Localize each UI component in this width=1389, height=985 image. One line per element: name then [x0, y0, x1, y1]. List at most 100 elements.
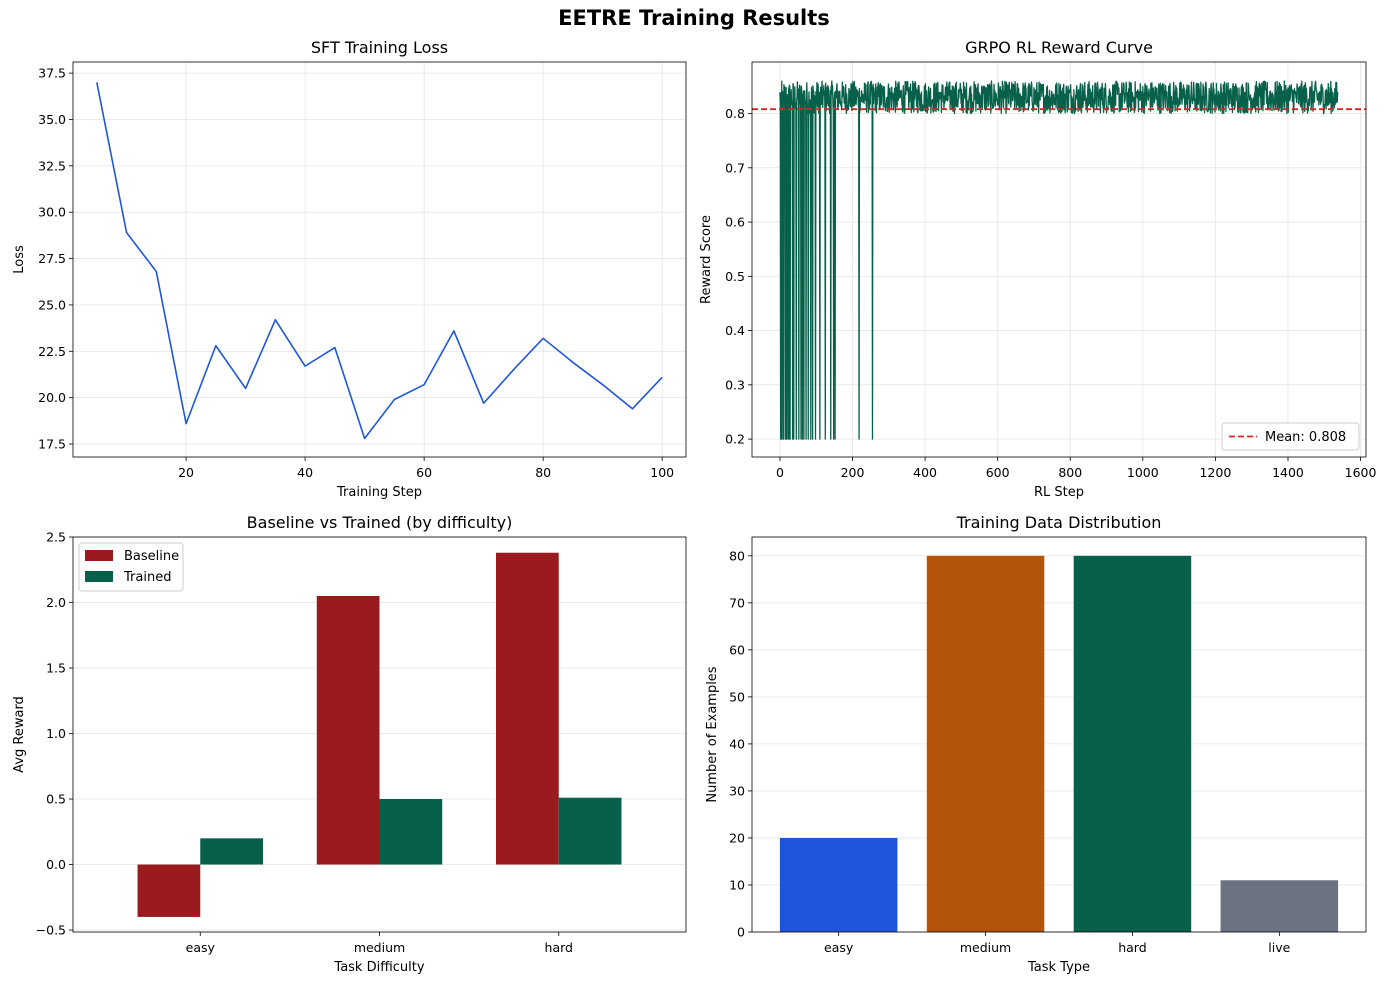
chart-distribution: 0 10 20 30 40 50 60 70 80 easy medium hard live Train… [705, 513, 1367, 975]
y-axis-label: Avg Reward [12, 696, 27, 773]
y-tick-label: 80 [729, 548, 745, 563]
legend-label: Mean: 0.808 [1265, 430, 1346, 445]
x-tick-label: medium [960, 940, 1011, 955]
y-axis-label: Loss [12, 245, 27, 274]
y-tick-label: 0.6 [725, 215, 745, 230]
bar-baseline-medium [316, 595, 380, 865]
y-tick-label: 60 [729, 642, 745, 657]
x-tick-label: 400 [913, 465, 937, 480]
bar-baseline-hard [496, 552, 559, 865]
reward-line [779, 80, 1339, 440]
bar-trained-easy [200, 838, 263, 865]
y-tick-label: 2.5 [46, 530, 66, 545]
x-tick-label: 600 [986, 465, 1010, 480]
axes-frame [72, 536, 687, 933]
y-tick-label: 20 [729, 830, 745, 845]
y-tick-label: 25.0 [38, 297, 66, 312]
plot-area [137, 552, 622, 917]
chart-baseline_vs_trained: −0.5 0.0 0.5 1.0 1.5 2.0 2.5 easy medium hard Base… [12, 513, 687, 975]
y-tick-label: 22.5 [38, 344, 66, 359]
x-tick-label: 1200 [1199, 465, 1231, 480]
y-tick-label: 0.8 [725, 106, 745, 121]
x-axis-label: Task Difficulty [333, 960, 424, 975]
x-tick-label: 20 [178, 465, 194, 480]
bar-baseline-easy [137, 864, 201, 917]
y-tick-label: 0.7 [725, 160, 745, 175]
y-tick-label: 40 [729, 736, 745, 751]
y-tick-label: 30.0 [38, 205, 66, 220]
chart-sft: 17.5 20.0 22.5 25.0 27.5 30.0 32.5 35.0 37.5 20 40… [12, 38, 687, 500]
y-tick-label: 1.0 [46, 726, 66, 741]
chart-title: Training Data Distribution [956, 513, 1162, 532]
x-tick-label: 40 [297, 465, 313, 480]
legend-label: Baseline [124, 549, 179, 564]
y-tick-label: 0.5 [725, 269, 745, 284]
legend: Mean: 0.808 [1221, 422, 1360, 451]
legend-swatch [85, 571, 113, 582]
y-tick-label: 0.0 [46, 857, 66, 872]
y-axis-label: Number of Examples [705, 666, 720, 802]
legend-label: Trained [123, 570, 171, 585]
y-tick-label: 0.4 [725, 323, 745, 338]
panels: 17.5 20.0 22.5 25.0 27.5 30.0 32.5 35.0 37.5 20 40… [12, 38, 1377, 975]
chart-grpo: 0.2 0.3 0.4 0.5 0.6 0.7 0.8 0 200 400 600 800 1000 12… [699, 38, 1377, 500]
x-axis-label: Training Step [336, 485, 422, 500]
y-tick-label: 10 [729, 877, 745, 892]
x-tick-label: 800 [1058, 465, 1082, 480]
axes-frame [751, 536, 1367, 933]
y-tick-label: 0 [737, 925, 745, 940]
y-tick-label: 0.3 [725, 377, 745, 392]
x-tick-label: 1000 [1127, 465, 1159, 480]
bar-trained-hard [558, 797, 622, 865]
x-tick-label: hard [545, 940, 573, 955]
figure-title: EETRE Training Results [558, 6, 830, 30]
x-tick-label: 1400 [1272, 465, 1304, 480]
legend: Baseline Trained [78, 542, 184, 592]
legend-box [1221, 422, 1360, 451]
x-tick-label: medium [354, 940, 405, 955]
x-axis-label: RL Step [1034, 485, 1084, 500]
bar-hard [1073, 555, 1192, 932]
x-tick-label: hard [1118, 940, 1146, 955]
x-tick-label: easy [824, 940, 854, 955]
y-tick-label: 50 [729, 689, 745, 704]
x-tick-label: 0 [776, 465, 784, 480]
x-tick-label: 60 [416, 465, 432, 480]
x-tick-label: 100 [650, 465, 674, 480]
y-tick-label: 27.5 [38, 251, 66, 266]
legend-swatch [85, 550, 113, 561]
bar-medium [926, 555, 1045, 932]
axes-frame [72, 61, 687, 458]
bar-easy [779, 837, 898, 932]
plot-area [752, 80, 1366, 440]
x-tick-label: easy [186, 940, 216, 955]
axes-frame [751, 61, 1367, 458]
y-tick-label: 30 [729, 783, 745, 798]
y-tick-label: 17.5 [38, 437, 66, 452]
x-tick-label: live [1268, 940, 1290, 955]
y-axis-label: Reward Score [699, 215, 714, 304]
chart-title: SFT Training Loss [311, 38, 448, 57]
chart-title: Baseline vs Trained (by difficulty) [247, 513, 513, 532]
y-tick-label: 32.5 [38, 158, 66, 173]
y-tick-label: 2.0 [46, 595, 66, 610]
y-tick-label: 37.5 [38, 66, 66, 81]
x-tick-label: 1600 [1345, 465, 1377, 480]
y-tick-label: 20.0 [38, 390, 66, 405]
y-tick-label: 0.2 [725, 432, 745, 447]
bar-trained-medium [379, 799, 443, 865]
plot-area [96, 82, 663, 440]
plot-area [779, 555, 1339, 932]
y-tick-label: 35.0 [38, 112, 66, 127]
chart-title: GRPO RL Reward Curve [965, 38, 1153, 57]
x-axis-label: Task Type [1027, 960, 1090, 975]
bar-live [1220, 880, 1339, 932]
y-tick-label: 70 [729, 595, 745, 610]
y-tick-label: 1.5 [46, 661, 66, 676]
loss-line [96, 82, 663, 440]
x-tick-label: 80 [535, 465, 551, 480]
y-tick-label: 0.5 [46, 792, 66, 807]
y-tick-label: −0.5 [36, 923, 66, 938]
x-tick-label: 200 [841, 465, 865, 480]
